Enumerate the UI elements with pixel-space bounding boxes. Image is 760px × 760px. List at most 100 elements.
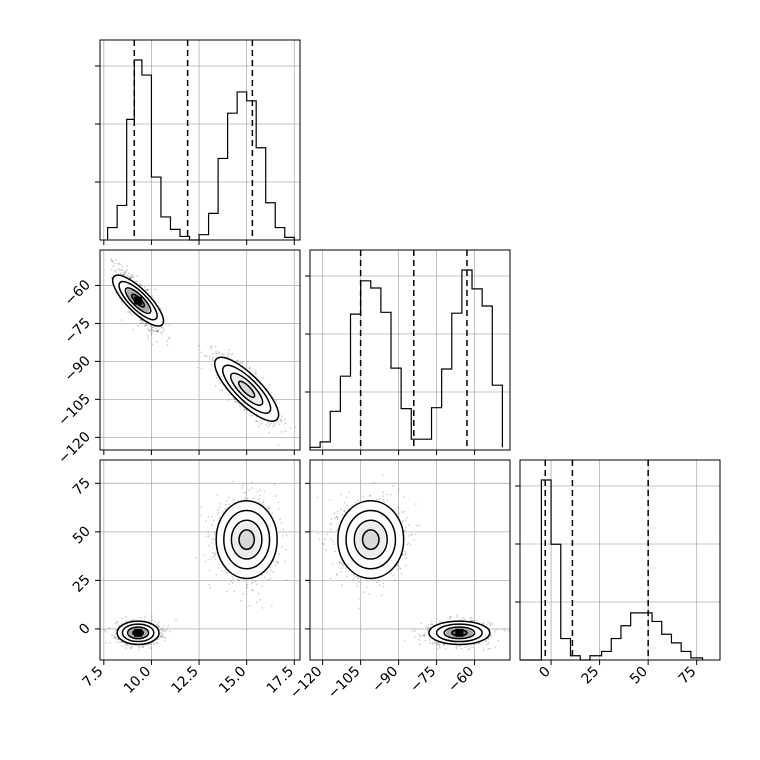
density-contour xyxy=(222,364,272,414)
panel-frame xyxy=(99,459,301,661)
sample-point xyxy=(145,288,147,291)
y-tick-label: 0 xyxy=(76,620,94,638)
sample-point xyxy=(157,329,160,332)
sample-point xyxy=(326,533,329,535)
sample-point xyxy=(404,552,407,555)
sample-point xyxy=(119,272,122,275)
sample-point xyxy=(115,621,118,624)
sample-point xyxy=(156,625,159,627)
sample-point xyxy=(423,634,426,636)
sample-point xyxy=(461,616,464,619)
sample-point xyxy=(336,574,339,577)
sample-point xyxy=(433,641,436,643)
sample-point xyxy=(455,646,458,649)
sample-point xyxy=(267,507,270,510)
sample-point xyxy=(228,496,230,499)
sample-point xyxy=(117,263,120,265)
sample-point xyxy=(152,329,155,331)
sample-point xyxy=(128,644,130,646)
sample-point xyxy=(225,499,228,502)
sample-point xyxy=(167,336,170,339)
sample-point xyxy=(108,627,111,630)
sample-point xyxy=(143,619,146,622)
sample-point xyxy=(163,630,165,633)
sample-point xyxy=(497,639,500,642)
sample-point xyxy=(162,328,165,331)
sample-point xyxy=(121,644,124,647)
sample-point xyxy=(217,351,220,354)
sample-point xyxy=(129,313,132,316)
sample-point xyxy=(257,592,260,595)
sample-point xyxy=(211,524,214,526)
sample-point xyxy=(112,636,115,639)
sample-point xyxy=(261,606,264,609)
sample-point xyxy=(146,334,149,337)
sample-point xyxy=(423,634,426,637)
y-tick-label: 75 xyxy=(70,475,94,499)
sample-point xyxy=(436,642,439,645)
sample-point xyxy=(420,634,422,637)
sample-point xyxy=(504,629,507,632)
sample-point xyxy=(343,509,346,512)
sample-point xyxy=(488,624,491,626)
sample-point xyxy=(224,507,226,510)
sample-point xyxy=(151,331,153,334)
sample-point xyxy=(487,638,490,640)
sample-point xyxy=(275,561,278,564)
sample-point xyxy=(103,629,106,631)
sample-point xyxy=(278,553,280,556)
sample-point xyxy=(114,629,117,632)
sample-point xyxy=(146,288,149,291)
sample-point xyxy=(117,637,119,640)
sample-point xyxy=(120,319,123,321)
sample-point xyxy=(241,361,244,364)
sample-point xyxy=(208,357,211,360)
sample-point xyxy=(269,569,272,571)
sample-point xyxy=(114,637,116,639)
sample-point xyxy=(200,367,203,370)
sample-point xyxy=(109,642,111,644)
sample-point xyxy=(400,572,403,575)
sample-point xyxy=(226,356,229,358)
sample-point xyxy=(156,340,158,343)
density-contour xyxy=(237,380,256,398)
sample-point xyxy=(255,373,258,375)
sample-point xyxy=(232,498,235,501)
sample-point xyxy=(449,617,451,620)
sample-point xyxy=(160,332,163,335)
sample-point xyxy=(212,538,215,541)
sample-point xyxy=(357,576,360,579)
sample-point xyxy=(211,357,214,360)
sample-point xyxy=(205,355,208,358)
sample-point xyxy=(213,531,216,533)
sample-point xyxy=(280,415,283,418)
sample-point xyxy=(404,553,407,556)
density-contour xyxy=(229,372,264,406)
sample-point xyxy=(234,400,237,403)
sample-point xyxy=(210,557,213,560)
sample-point xyxy=(278,423,281,426)
sample-point xyxy=(260,422,262,425)
sample-point xyxy=(225,571,228,574)
sample-point xyxy=(166,628,169,631)
sample-point xyxy=(256,601,258,604)
sample-point xyxy=(284,430,287,433)
sample-point xyxy=(120,301,123,304)
y-tick-label: 50 xyxy=(70,523,94,547)
sample-point xyxy=(217,379,220,382)
sample-point xyxy=(470,616,473,619)
sample-point xyxy=(487,647,490,650)
sample-point xyxy=(142,645,144,648)
histogram-step-line xyxy=(309,269,504,450)
sample-point xyxy=(218,567,220,569)
sample-point xyxy=(482,649,485,651)
sample-point xyxy=(123,271,126,274)
panel-frame xyxy=(99,249,301,451)
sample-point xyxy=(382,498,385,501)
sample-point xyxy=(125,269,128,272)
y-tick-label: −120 xyxy=(55,429,94,468)
sample-point xyxy=(273,424,276,427)
density-contour xyxy=(130,293,146,308)
sample-point xyxy=(248,488,251,491)
